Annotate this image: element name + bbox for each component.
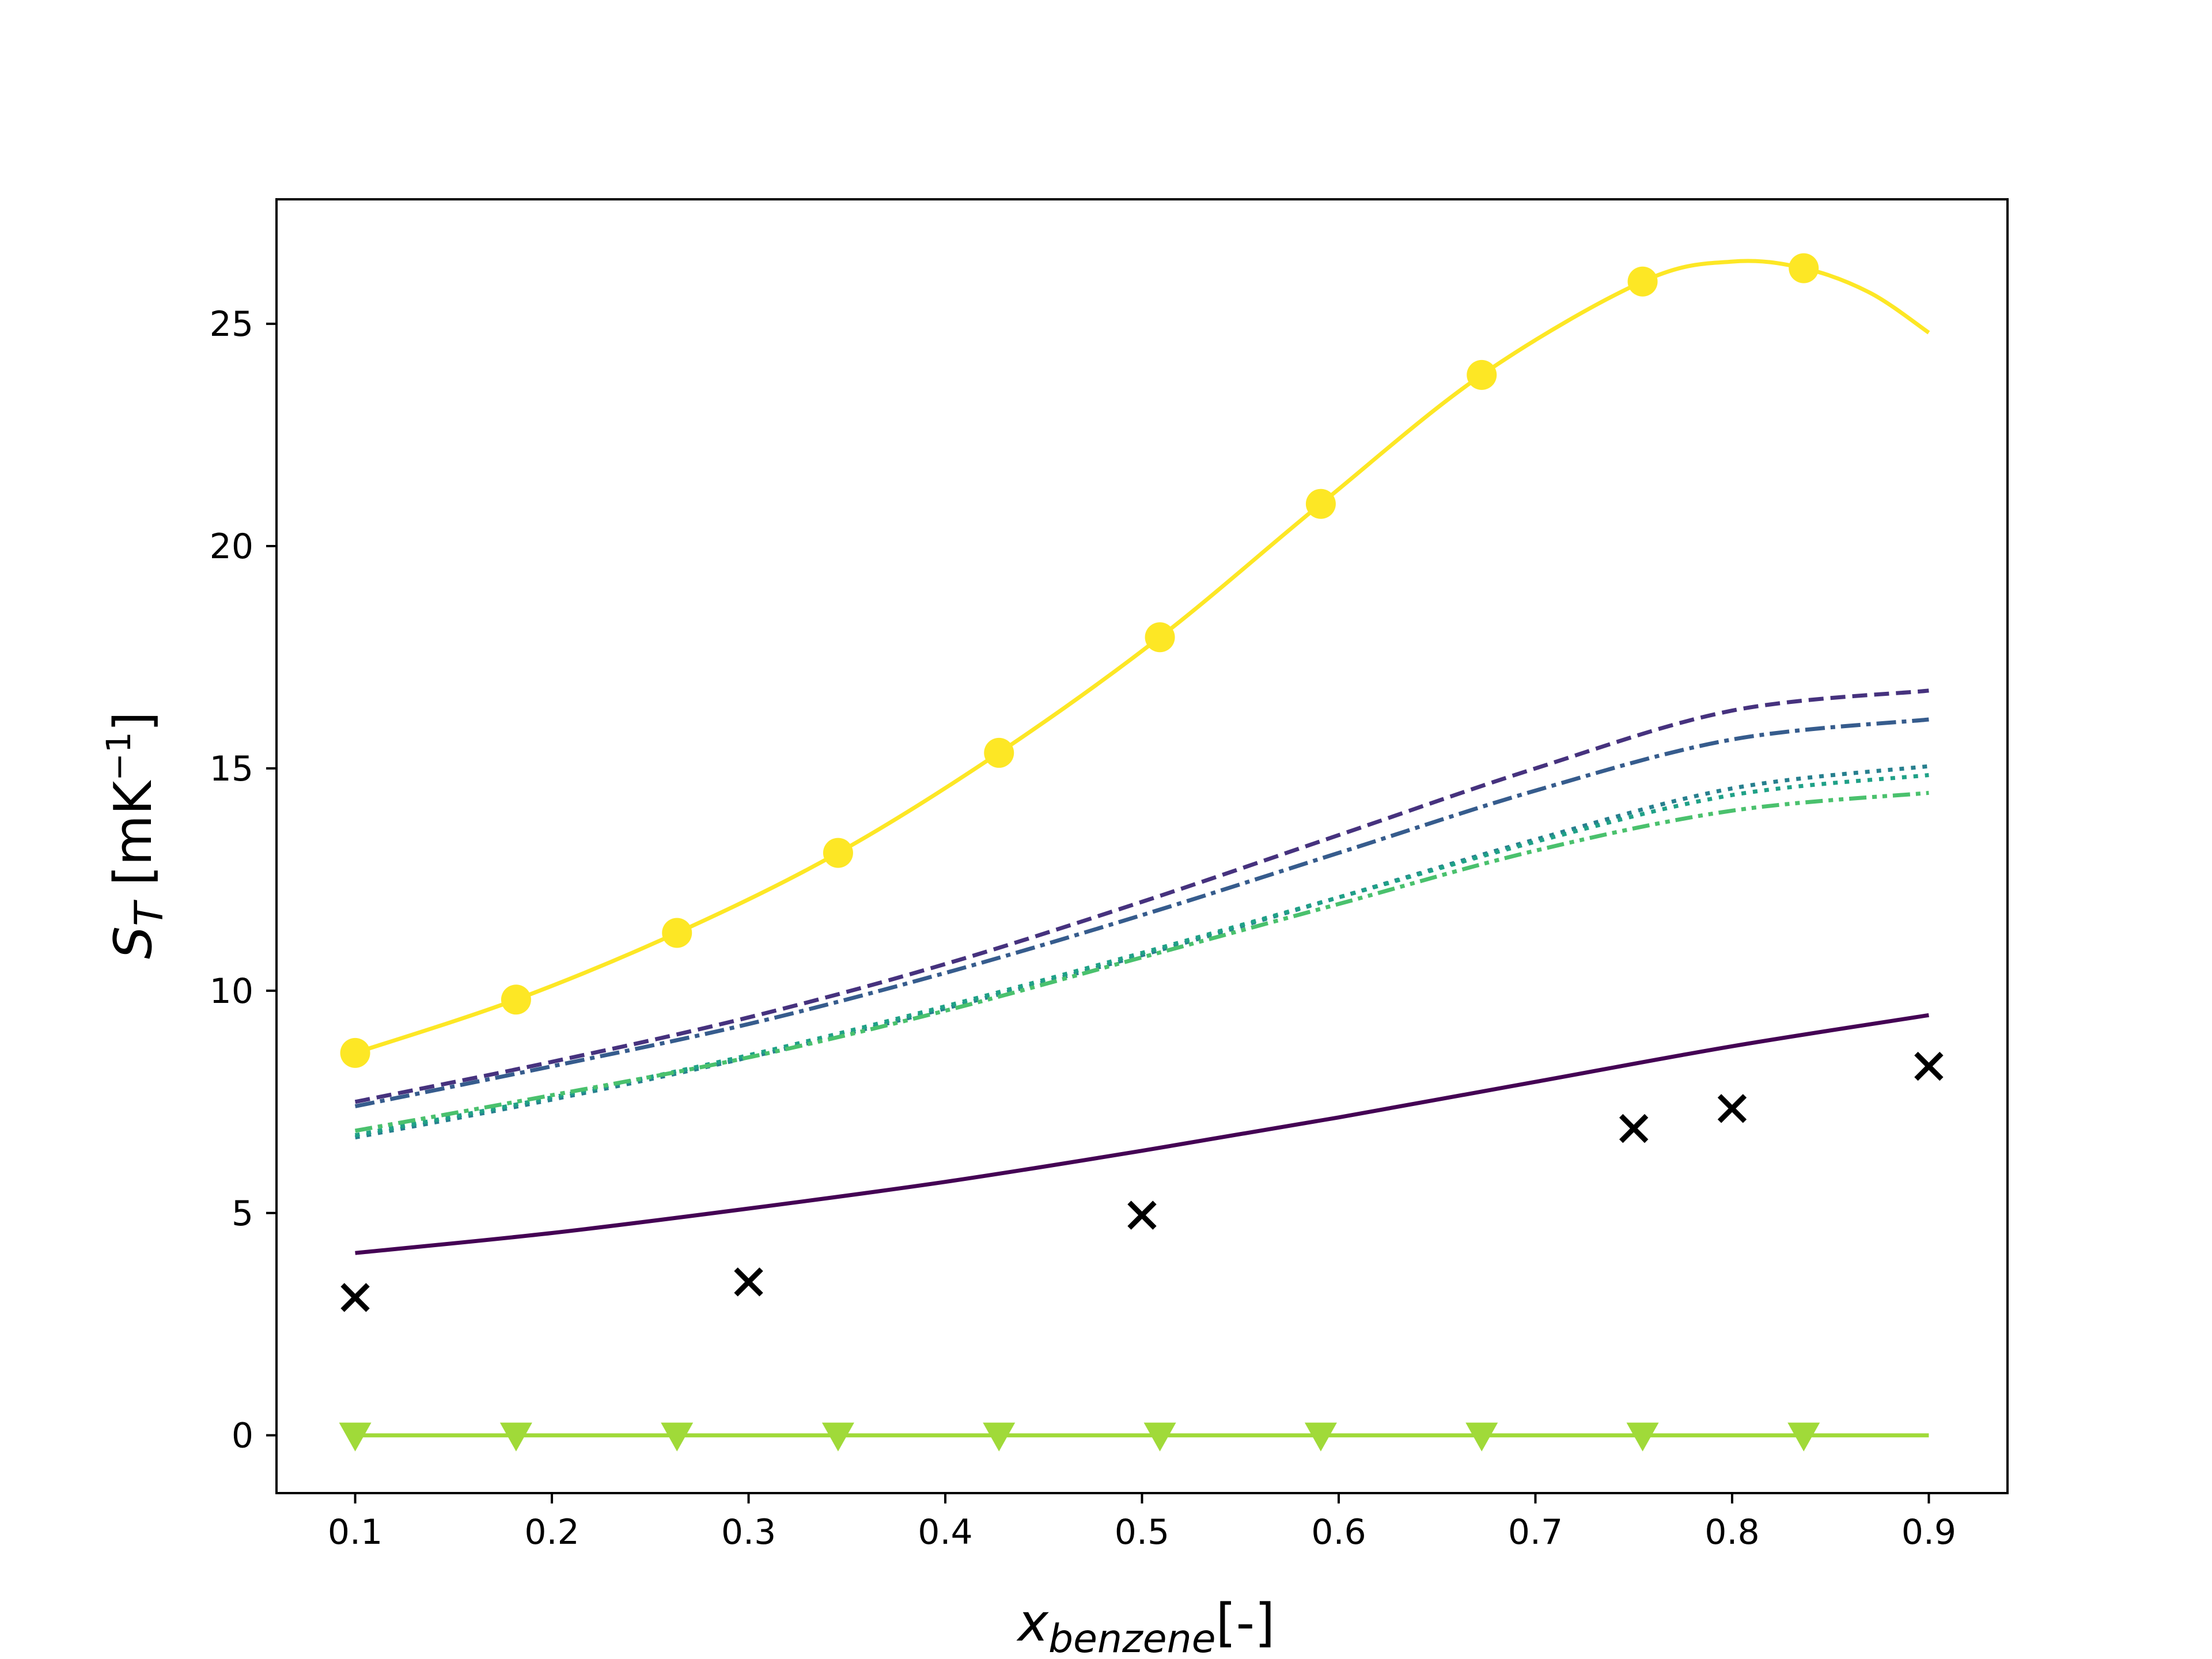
experimental-point-5 <box>1914 1051 1944 1081</box>
y-tick-label-5: 25 <box>210 304 253 344</box>
x-tick-label-6: 0.7 <box>1508 1512 1563 1552</box>
y-axis-label-units: [mK <box>103 780 164 902</box>
series-6-point-7 <box>1465 1422 1498 1452</box>
series-6-point-3 <box>821 1422 854 1452</box>
y-axis: 0 5 10 15 20 25 <box>210 304 276 1456</box>
series-6-point-0 <box>339 1422 372 1452</box>
y-axis-label-exponent: −1 <box>99 732 138 781</box>
series-line-1 <box>354 688 1929 1104</box>
x-axis-label-main: x <box>1016 1593 1050 1653</box>
series-line-0 <box>355 1013 1929 1255</box>
series-6-point-6 <box>1304 1422 1337 1452</box>
y-tick-label-0: 0 <box>232 1416 253 1456</box>
series-7-point-9 <box>1789 253 1819 283</box>
y-axis-label-main: S <box>103 926 164 959</box>
x-axis: 0.1 0.2 0.3 0.4 0.5 0.6 0.7 0.8 0.9 <box>328 1493 1956 1552</box>
y-tick-label-2: 10 <box>210 971 253 1012</box>
series-line-2 <box>354 717 1929 1108</box>
series-7-point-1 <box>501 984 531 1015</box>
marker-layer <box>339 253 1944 1452</box>
x-tick-label-7: 0.8 <box>1705 1512 1759 1552</box>
x-tick-label-2: 0.3 <box>721 1512 776 1552</box>
x-tick-label-5: 0.6 <box>1311 1512 1366 1552</box>
x-axis-label-suffix: [-] <box>1216 1593 1275 1653</box>
series-6-point-1 <box>499 1422 532 1452</box>
x-axis-label: xbenzene[-] <box>1016 1593 1275 1659</box>
series-6-point-5 <box>1143 1422 1176 1452</box>
series-7-point-6 <box>1305 488 1336 519</box>
series-7-point-2 <box>662 918 692 948</box>
series-line-4 <box>354 773 1929 1138</box>
series-6-point-4 <box>983 1422 1016 1452</box>
x-tick-label-3: 0.4 <box>918 1512 972 1552</box>
y-axis-label-subscript: T <box>127 900 172 926</box>
experimental-point-4 <box>1717 1094 1747 1123</box>
experimental-point-0 <box>340 1283 370 1312</box>
x-tick-label-0: 0.1 <box>328 1512 382 1552</box>
series-7-point-3 <box>823 838 853 868</box>
experimental-point-3 <box>1619 1113 1649 1143</box>
series-6-point-9 <box>1787 1422 1820 1452</box>
series-7-point-5 <box>1145 622 1175 653</box>
series-7-point-8 <box>1627 266 1658 297</box>
x-axis-label-subscript: benzene <box>1048 1616 1216 1659</box>
x-tick-label-4: 0.5 <box>1115 1512 1169 1552</box>
y-tick-label-3: 15 <box>210 749 253 789</box>
series-line-7 <box>354 259 1930 1055</box>
experimental-point-1 <box>734 1267 763 1297</box>
series-line-5 <box>354 790 1929 1133</box>
series-6-point-2 <box>661 1422 694 1452</box>
y-tick-label-4: 20 <box>210 527 253 567</box>
y-tick-label-1: 5 <box>232 1194 253 1234</box>
series-6-point-8 <box>1626 1422 1659 1452</box>
series-7-point-0 <box>340 1037 370 1068</box>
y-axis-label-close: ] <box>103 711 164 732</box>
series-7-point-4 <box>984 737 1014 768</box>
y-axis-label: ST [mK−1] <box>99 711 172 959</box>
series-7-point-7 <box>1467 359 1497 390</box>
x-tick-label-1: 0.2 <box>524 1512 579 1552</box>
experimental-point-2 <box>1127 1200 1157 1230</box>
series-line-3 <box>354 764 1929 1139</box>
x-tick-label-8: 0.9 <box>1902 1512 1956 1552</box>
